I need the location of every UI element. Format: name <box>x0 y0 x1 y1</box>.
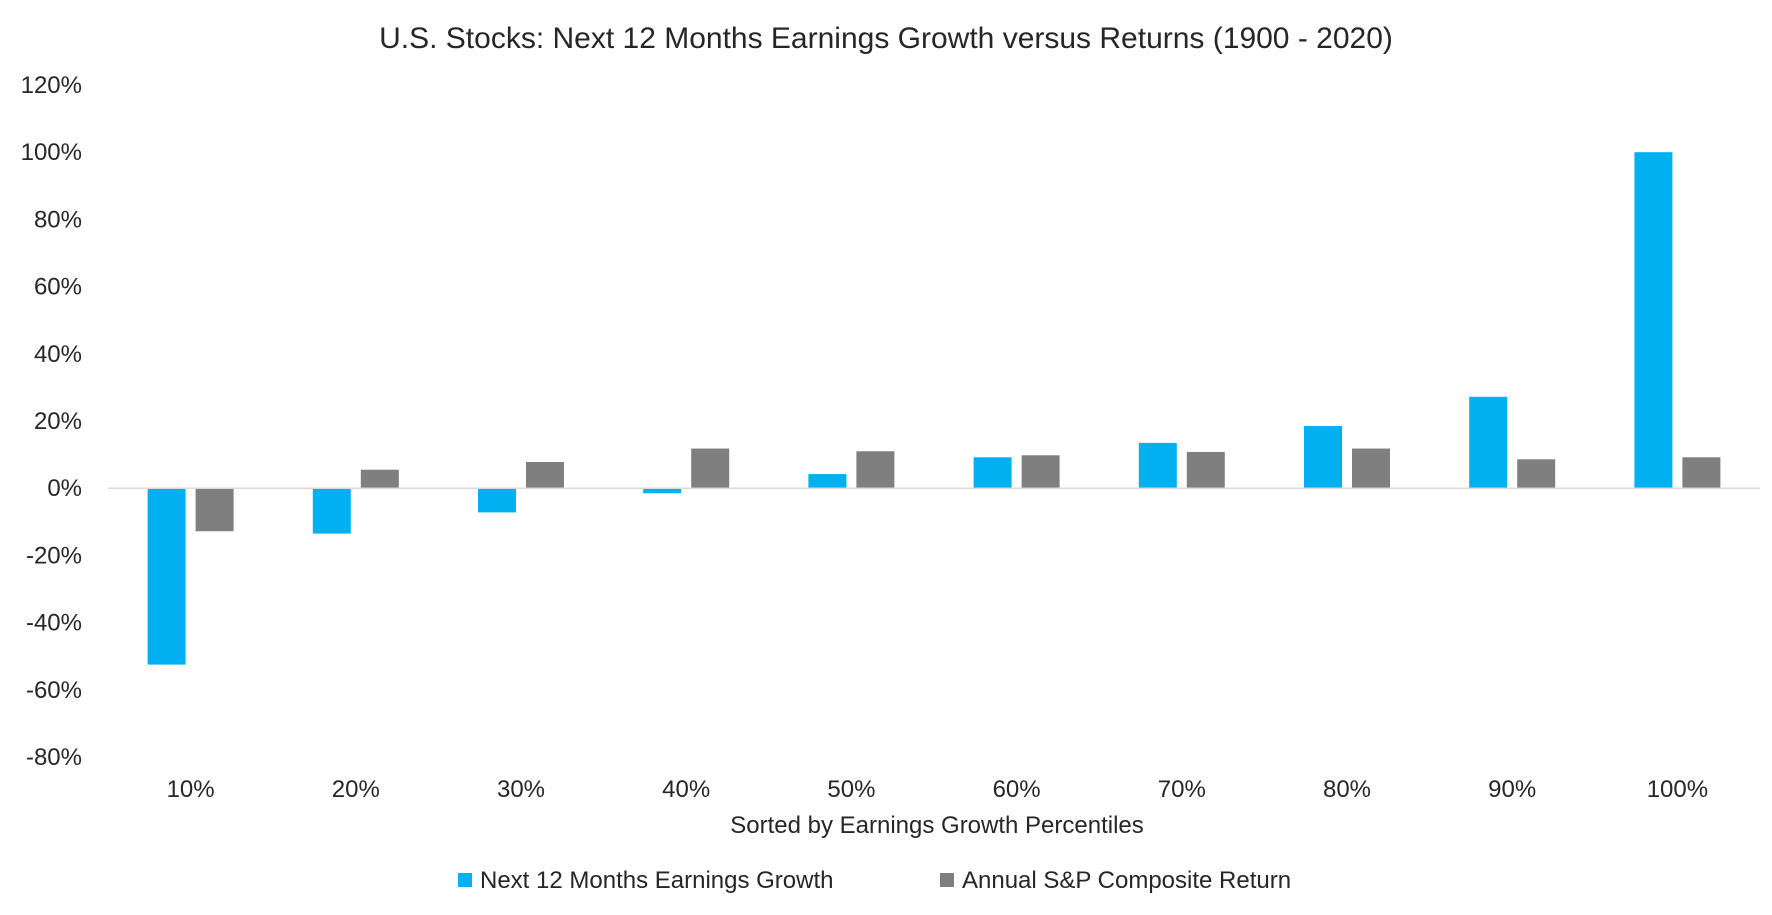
x-tick-label: 80% <box>1323 776 1371 803</box>
chart-title: U.S. Stocks: Next 12 Months Earnings Gro… <box>379 22 1393 55</box>
x-tick-label: 60% <box>993 776 1041 803</box>
bar-series-1-2 <box>312 488 351 534</box>
bar-series-1-5 <box>808 474 847 489</box>
legend: Next 12 Months Earnings Growth Annual S&P… <box>458 867 1291 894</box>
bar-series-2-4 <box>691 448 730 489</box>
x-tick-label: 100% <box>1647 776 1708 803</box>
y-tick-label: 0% <box>47 475 82 502</box>
bar-series-2-3 <box>526 461 564 489</box>
bars <box>147 152 1721 665</box>
y-tick-label: -80% <box>26 744 82 771</box>
legend-swatch-2 <box>940 873 954 887</box>
x-tick-label: 10% <box>167 776 215 803</box>
bar-series-2-1 <box>195 488 234 532</box>
y-tick-label: 100% <box>21 139 82 166</box>
bar-series-2-9 <box>1517 459 1556 489</box>
x-tick-label: 40% <box>662 776 710 803</box>
y-tick-label: -20% <box>26 542 82 569</box>
y-tick-label: 80% <box>34 206 82 233</box>
bar-series-2-2 <box>360 469 399 489</box>
y-tick-label: -60% <box>26 677 82 704</box>
x-tick-label: 50% <box>827 776 875 803</box>
y-tick-label: 120% <box>21 72 82 99</box>
bar-series-2-6 <box>1021 455 1060 489</box>
x-tick-label: 20% <box>332 776 380 803</box>
x-axis-ticks: 10% 20% 30% 40% 50% 60% 70% 80% 90% 100% <box>167 776 1709 803</box>
legend-label-1: Next 12 Months Earnings Growth <box>480 867 834 894</box>
x-tick-label: 70% <box>1158 776 1206 803</box>
bar-series-1-7 <box>1138 442 1177 489</box>
bar-series-1-10 <box>1634 152 1673 489</box>
y-axis-ticks: 120% 100% 80% 60% 40% 20% 0% -20% -40% -60% -80% <box>21 72 82 771</box>
bar-series-1-1 <box>147 488 186 665</box>
y-tick-label: -40% <box>26 610 82 637</box>
bar-series-1-4 <box>643 488 682 494</box>
legend-label-2: Annual S&P Composite Return <box>962 867 1291 894</box>
x-axis-label: Sorted by Earnings Growth Percentiles <box>730 812 1144 839</box>
bar-series-1-6 <box>973 457 1012 489</box>
bar-series-1-8 <box>1304 426 1342 489</box>
bar-series-2-10 <box>1682 457 1721 489</box>
y-tick-label: 20% <box>34 408 82 435</box>
bar-series-2-7 <box>1186 451 1225 489</box>
y-tick-label: 60% <box>34 274 82 301</box>
x-tick-label: 30% <box>497 776 545 803</box>
bar-series-1-3 <box>478 488 516 513</box>
bar-series-1-9 <box>1469 396 1508 489</box>
x-tick-label: 90% <box>1488 776 1536 803</box>
y-tick-label: 40% <box>34 341 82 368</box>
bar-series-2-5 <box>856 451 895 489</box>
legend-swatch-1 <box>458 873 472 887</box>
bar-series-2-8 <box>1352 448 1390 489</box>
